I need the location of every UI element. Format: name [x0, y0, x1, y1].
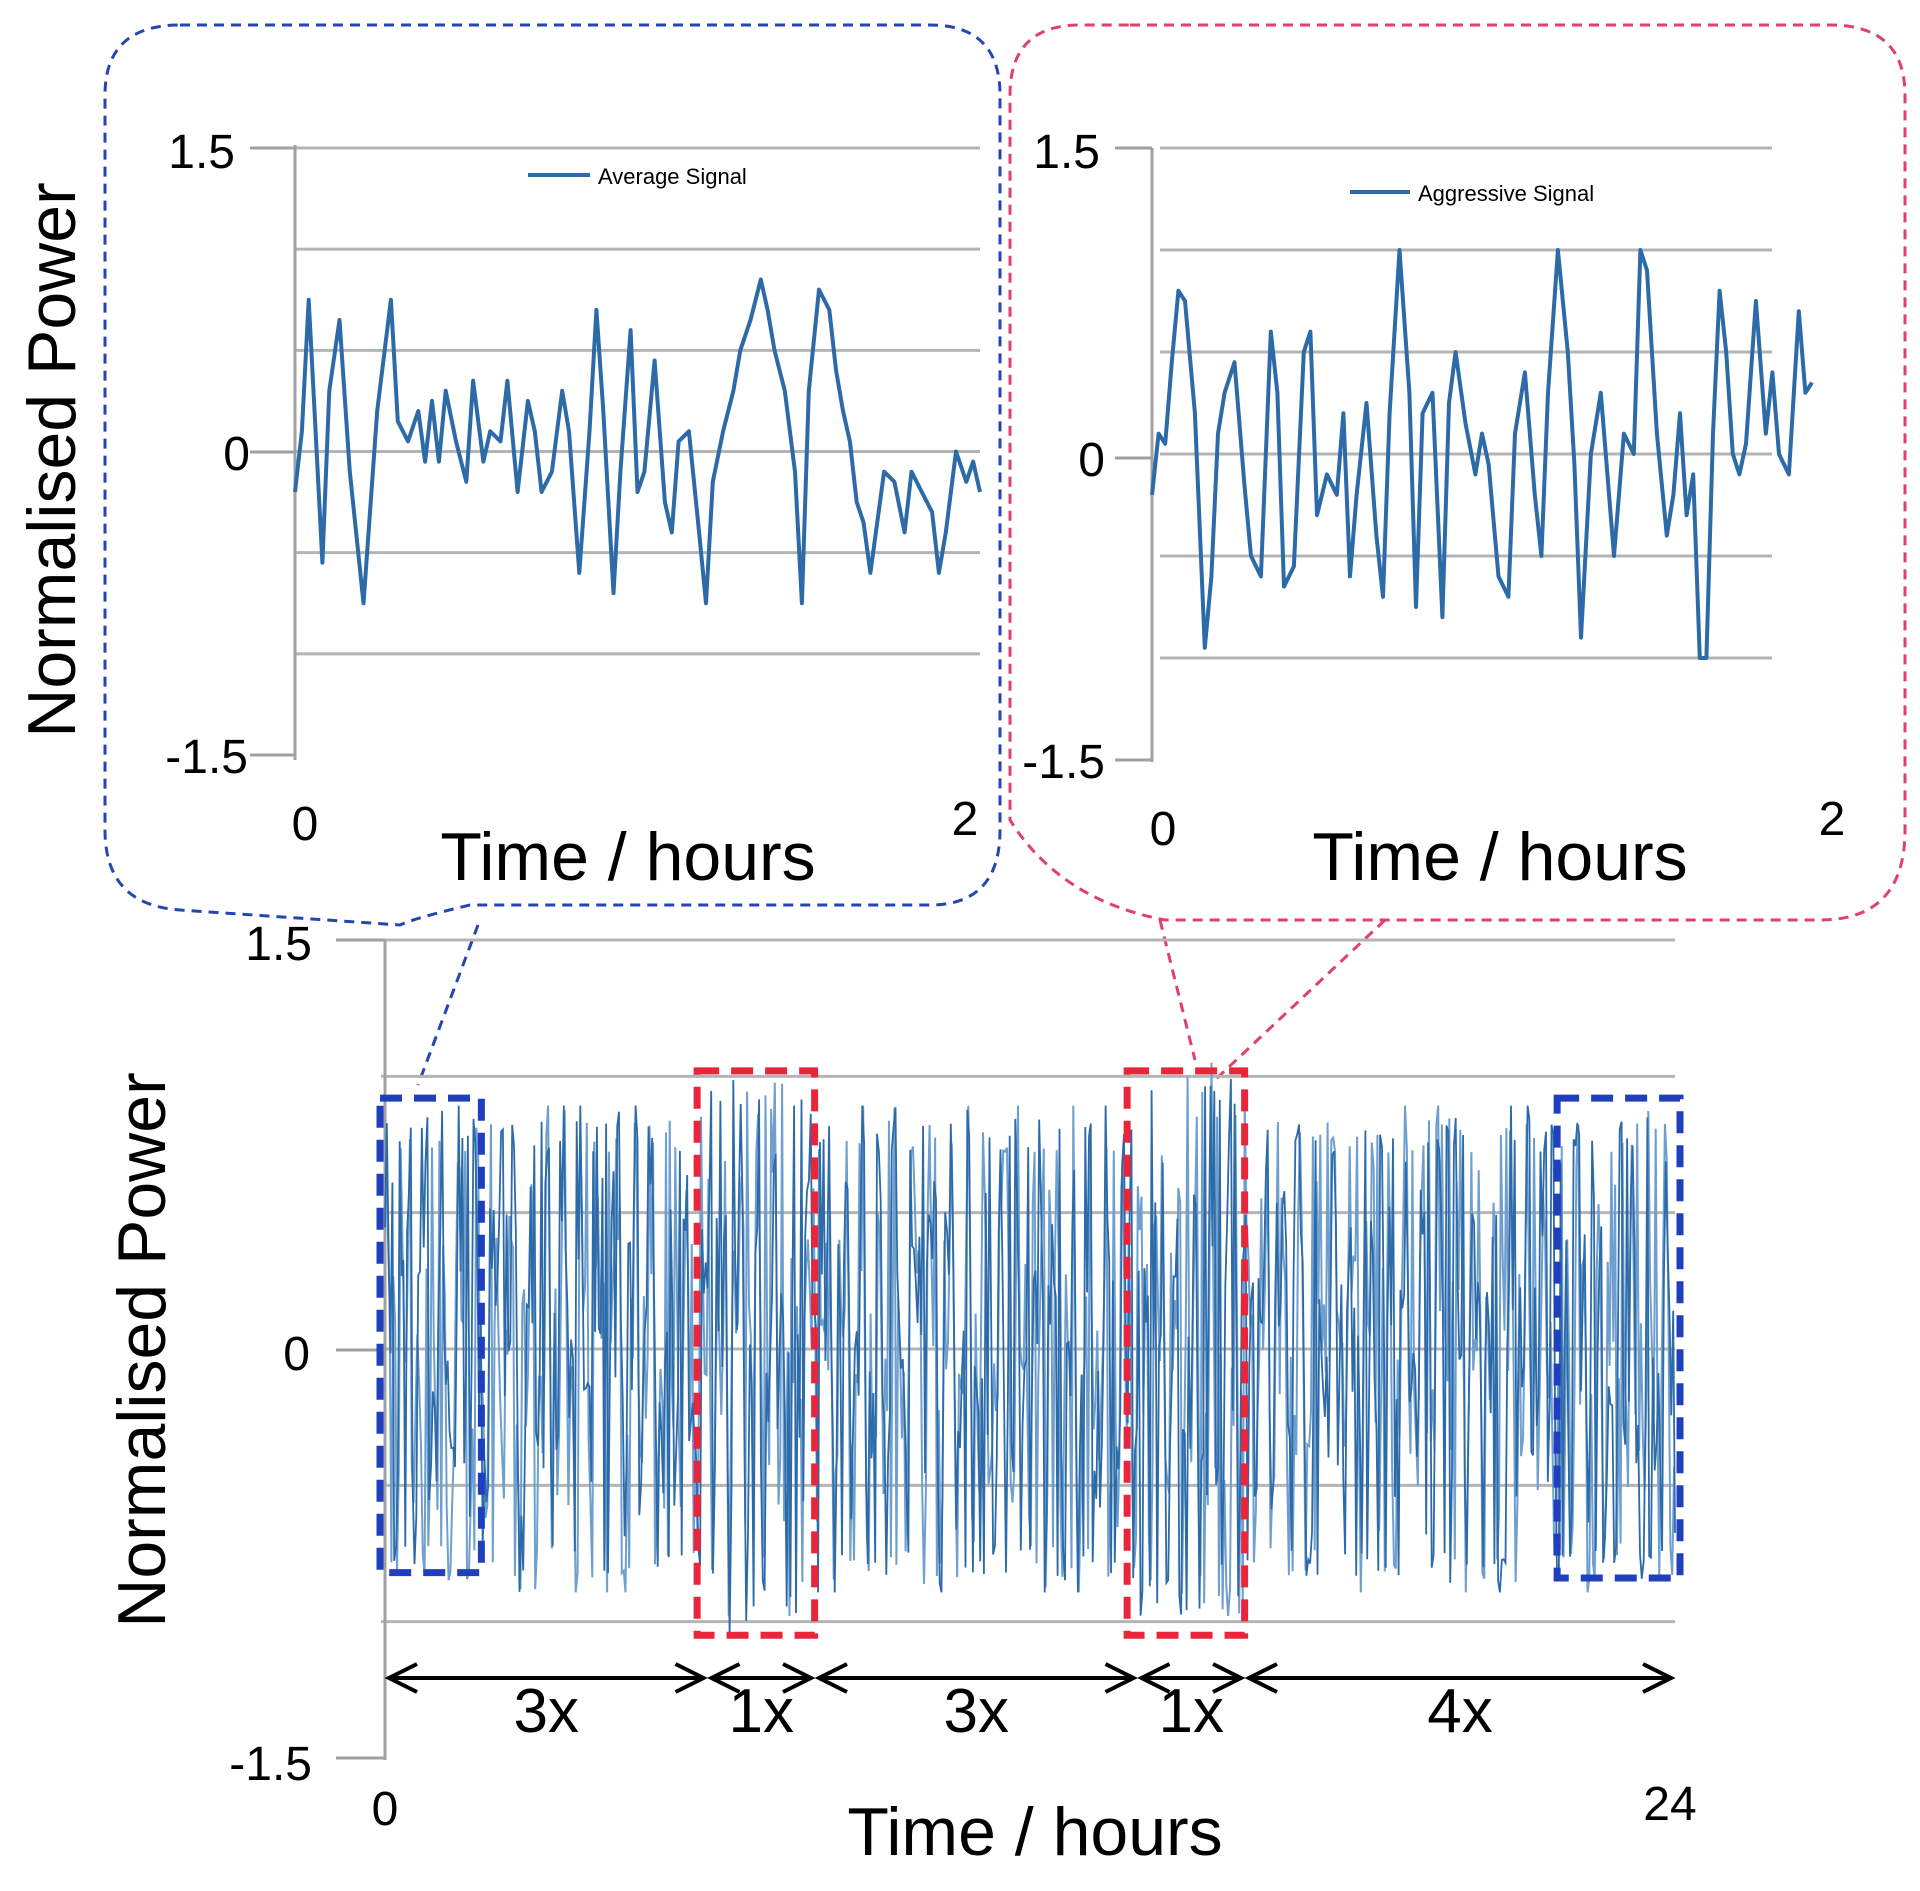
aggressive-inset-grid	[1160, 146, 1772, 660]
average-inset-ytick-top: 1.5	[168, 126, 235, 179]
aggressive-callout-pointer-left	[1158, 919, 1197, 1061]
average-inset-ytick-bottom: -1.5	[165, 731, 248, 784]
daily-profile-xtick-start: 0	[372, 1783, 399, 1836]
segment-arrowhead-right-0	[674, 1662, 708, 1694]
aggressive-callout-pointer-right	[1213, 918, 1387, 1082]
segment-label-4: 4x	[1427, 1677, 1492, 1746]
aggressive-inset-xlabel: Time / hours	[1312, 819, 1687, 895]
segment-label-1: 1x	[729, 1677, 794, 1746]
average-inset-xlabel: Time / hours	[440, 819, 815, 895]
daily-profile-signal	[384, 1062, 1676, 1636]
highlight-box-average	[376, 1094, 485, 1577]
average-inset-xtick-end: 2	[952, 793, 979, 846]
segment-arrowhead-left-1	[707, 1662, 741, 1694]
daily-profile-ytick-bottom: -1.5	[229, 1738, 312, 1791]
aggressive-callout	[1008, 23, 1907, 1082]
highlight-box-average	[1553, 1094, 1684, 1582]
aggressive-legend-label: Aggressive Signal	[1418, 181, 1594, 206]
highlight-boxes	[376, 1067, 1684, 1639]
segment-arrowhead-left-0	[384, 1662, 418, 1694]
aggressive-inset-ytick-bottom: -1.5	[1022, 736, 1105, 789]
aggressive-inset-xtick-end: 2	[1819, 793, 1846, 846]
segment-arrowhead-right-3	[1212, 1662, 1246, 1694]
average-callout	[103, 23, 1002, 1086]
average-callout-pointer	[416, 924, 480, 1086]
average-inset-ytick-zero: 0	[223, 428, 250, 481]
average-inset-ylabel: Normalised Power	[14, 182, 90, 738]
average-legend-label: Average Signal	[598, 164, 747, 189]
aggressive-inset-ytick-zero: 0	[1078, 434, 1105, 487]
segment-arrowhead-left-4	[1244, 1662, 1278, 1694]
segment-label-0: 3x	[514, 1677, 579, 1746]
segment-arrowhead-right-4	[1642, 1662, 1676, 1694]
average-signal-line	[293, 277, 982, 606]
aggressive-inset-ytick-top: 1.5	[1033, 126, 1100, 179]
daily-profile-ylabel: Normalised Power	[104, 1072, 180, 1628]
aggressive-inset-xtick-start: 0	[1150, 803, 1177, 856]
daily-profile-ytick-zero: 0	[283, 1328, 310, 1381]
average-inset-chart: Average Signal 1.5 0 -1.5 0 2 Time / hou…	[14, 126, 982, 895]
daily-profile-ytick-top: 1.5	[245, 918, 312, 971]
segment-arrowhead-left-3	[1137, 1662, 1171, 1694]
daily-profile-xlabel: Time / hours	[847, 1794, 1222, 1870]
segment-arrowhead-right-2	[1104, 1662, 1138, 1694]
segment-label-3: 1x	[1159, 1677, 1224, 1746]
aggressive-callout-outline	[1008, 23, 1907, 922]
aggressive-signal-line	[1150, 248, 1814, 660]
segment-arrows: 3x 1x 3x 1x 4x	[384, 1662, 1676, 1746]
segment-label-2: 3x	[944, 1677, 1009, 1746]
segment-arrowhead-left-2	[814, 1662, 848, 1694]
aggressive-inset-chart: Aggressive Signal 1.5 0 -1.5 0 2 Time / …	[1022, 126, 1845, 895]
average-callout-outline	[103, 23, 1002, 927]
daily-profile-chart: 3x 1x 3x 1x 4x 1.5 0 -1.5 0 24 Time / hours …	[104, 918, 1697, 1870]
average-inset-xtick-start: 0	[292, 798, 319, 851]
daily-profile-xtick-end: 24	[1643, 1778, 1696, 1831]
daily-signal-dark	[384, 1078, 1676, 1636]
segment-arrowhead-right-1	[782, 1662, 816, 1694]
